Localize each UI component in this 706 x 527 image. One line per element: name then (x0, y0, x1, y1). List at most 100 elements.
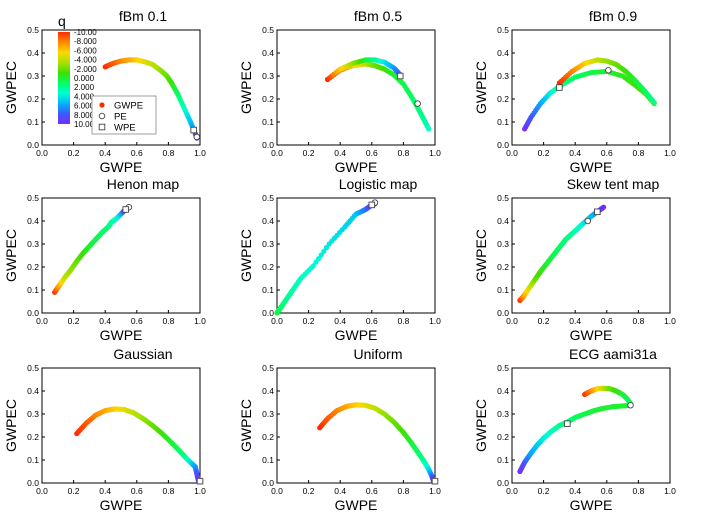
x-tick-label: 0.4 (99, 486, 111, 496)
colorbar-tick-label: -10.00 (74, 28, 97, 37)
x-tick-label: 0.8 (632, 148, 644, 158)
x-tick-label: 0.8 (632, 316, 644, 326)
x-tick-label: 1.0 (429, 316, 441, 326)
y-axis-label: GWPEC (473, 229, 489, 282)
colorbar-tick-label: -2.000 (74, 65, 97, 74)
plot-frame (41, 29, 201, 146)
x-tick-label: 0.4 (569, 148, 581, 158)
plot-title: fBm 0.9 (589, 8, 637, 24)
colorbar-tick-label: -6.000 (74, 46, 97, 55)
plot-frame (276, 197, 436, 314)
x-tick-label: 0.0 (36, 148, 48, 158)
x-tick-label: 0.2 (538, 486, 550, 496)
x-tick-label: 0.4 (334, 486, 346, 496)
x-tick-label: 0.2 (303, 486, 315, 496)
x-axis-label: GWPE (100, 327, 143, 343)
y-tick-label: 0.0 (497, 478, 509, 488)
wpe-marker (431, 477, 439, 485)
y-tick-label: 0.1 (497, 285, 509, 295)
y-tick-label: 0.5 (27, 193, 39, 203)
y-tick-label: 0.2 (497, 432, 509, 442)
x-tick-label: 1.0 (664, 486, 676, 496)
y-tick-label: 0.4 (262, 386, 274, 396)
colorbar-tick-label: 6.000 (74, 102, 95, 111)
plot-title: ECG aami31a (569, 346, 657, 362)
y-tick-label: 0.0 (27, 478, 39, 488)
y-tick-label: 0.5 (262, 25, 274, 35)
x-tick-label: 0.0 (271, 486, 283, 496)
colorbar-tick-label: 0.000 (74, 74, 95, 83)
x-tick-label: 0.4 (569, 316, 581, 326)
plot-frame (276, 29, 436, 146)
x-tick-label: 0.4 (569, 486, 581, 496)
x-tick-label: 0.4 (334, 316, 346, 326)
gwpe-guide-line (319, 404, 434, 481)
plot-title: Gaussian (113, 346, 172, 362)
x-tick-label: 0.2 (68, 486, 80, 496)
x-tick-label: 0.8 (397, 316, 409, 326)
x-axis-label: GWPE (100, 497, 143, 513)
y-tick-label: 0.2 (262, 432, 274, 442)
colorbar-tick-label: -4.000 (74, 56, 97, 65)
y-axis-label: GWPEC (3, 61, 19, 114)
x-axis-label: GWPE (335, 327, 378, 343)
y-tick-label: 0.3 (262, 239, 274, 249)
wpe-marker (190, 126, 197, 134)
subplot: 0.0 0.2 0.4 0.6 0.8 1.0 0.0 0.1 0.2 0.3 0.4 0.5 GWPE… (238, 176, 441, 343)
wpe-marker (196, 477, 204, 485)
y-tick-label: 0.1 (262, 455, 274, 465)
x-tick-label: 0.2 (538, 148, 550, 158)
gwpe-point (321, 248, 327, 254)
x-tick-label: 0.4 (99, 148, 111, 158)
y-tick-label: 0.3 (262, 409, 274, 419)
x-tick-label: 0.0 (506, 486, 518, 496)
y-axis-label: GWPEC (473, 61, 489, 114)
y-tick-label: 0.1 (497, 455, 509, 465)
plot-title: fBm 0.5 (354, 8, 402, 24)
y-tick-label: 0.5 (497, 25, 509, 35)
legend-label: WPE (114, 123, 136, 134)
colorbar-tick-label: 10.00 (74, 120, 95, 129)
colorbar-tick-label: 2.000 (74, 83, 95, 92)
legend-label: GWPE (114, 101, 143, 112)
colorbar: q -10.00-8.000-6.000-4.000-2.0000.0002.00… (58, 13, 97, 129)
gwpe-guide-line (276, 203, 376, 314)
y-tick-label: 0.5 (27, 25, 39, 35)
gwpe-point (310, 263, 316, 269)
plot-frame (511, 29, 671, 146)
x-tick-label: 1.0 (664, 148, 676, 158)
x-tick-label: 0.4 (99, 316, 111, 326)
y-tick-label: 0.3 (497, 409, 509, 419)
pe-marker (627, 402, 634, 409)
y-tick-label: 0.2 (497, 94, 509, 104)
pe-marker (193, 133, 201, 141)
y-tick-label: 0.0 (27, 308, 39, 318)
x-tick-label: 0.6 (366, 316, 378, 326)
subplot: 0.0 0.2 0.4 0.6 0.8 1.0 0.0 0.1 0.2 0.3 0.4 0.5 GWPE… (473, 8, 676, 175)
x-tick-label: 0.2 (68, 316, 80, 326)
x-tick-label: 0.6 (131, 148, 143, 158)
x-tick-label: 0.6 (601, 148, 613, 158)
colorbar-tick-label: -8.000 (74, 37, 97, 46)
wpe-marker (122, 206, 129, 213)
x-axis-label: GWPE (570, 327, 613, 343)
x-tick-label: 1.0 (664, 316, 676, 326)
x-tick-label: 1.0 (194, 486, 206, 496)
y-tick-label: 0.4 (497, 216, 509, 226)
y-tick-label: 0.2 (27, 432, 39, 442)
subplot: 0.0 0.2 0.4 0.6 0.8 1.0 0.0 0.1 0.2 0.3 0.4 0.5 GWPE… (238, 346, 441, 513)
plot-title: Skew tent map (567, 176, 660, 192)
x-tick-label: 0.0 (36, 316, 48, 326)
pe-marker (605, 66, 612, 74)
legend-pe-marker (98, 112, 106, 120)
gwpe-point (316, 255, 322, 262)
legend-wpe-marker (98, 123, 106, 131)
plot-title: fBm 0.1 (119, 8, 167, 24)
y-axis-label: GWPEC (3, 229, 19, 282)
y-tick-label: 0.4 (27, 48, 39, 58)
y-tick-label: 0.5 (262, 193, 274, 203)
y-tick-label: 0.3 (27, 239, 39, 249)
y-tick-label: 0.5 (497, 193, 509, 203)
